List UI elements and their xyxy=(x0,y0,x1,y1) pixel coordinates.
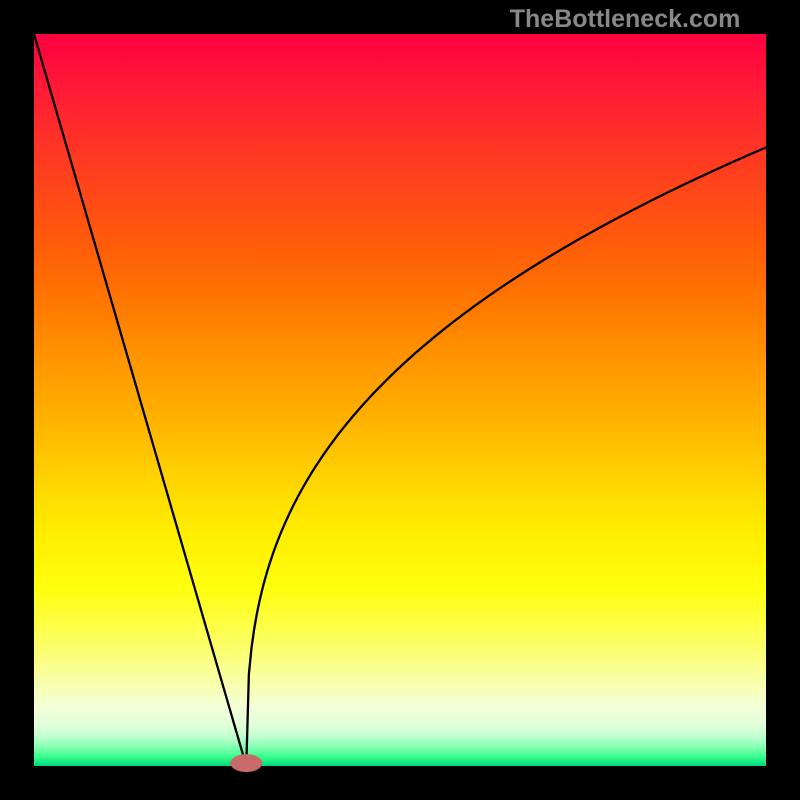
watermark-text: TheBottleneck.com xyxy=(510,5,741,33)
bottleneck-chart: TheBottleneck.com xyxy=(0,0,800,800)
plot-background xyxy=(34,34,766,766)
minimum-marker xyxy=(230,754,262,772)
